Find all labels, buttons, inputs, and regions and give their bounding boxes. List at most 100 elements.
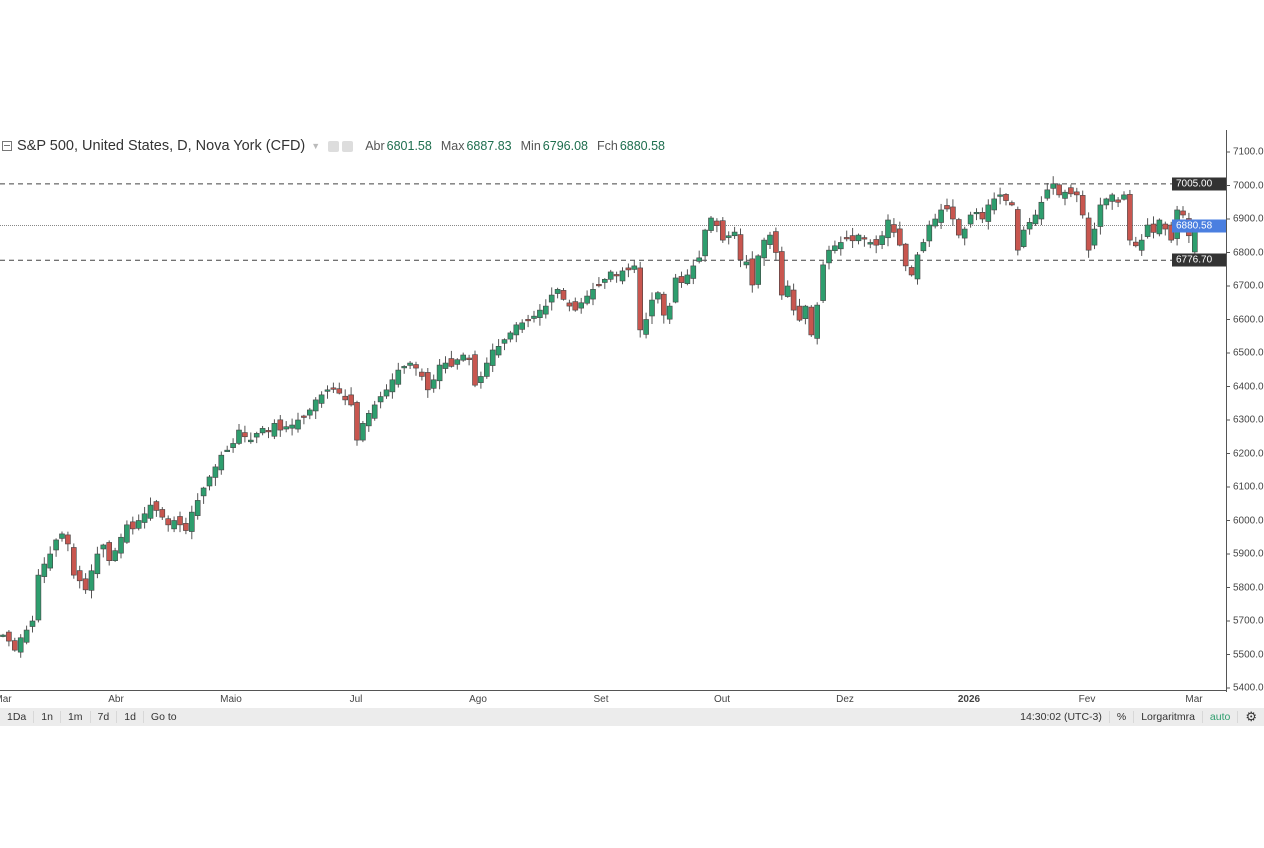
candle — [672, 273, 679, 304]
candle-body-up — [725, 235, 732, 238]
close-label: Fch — [596, 139, 618, 153]
candle-body-up — [360, 423, 366, 441]
candle — [849, 227, 856, 249]
x-tick-label: Fev — [1078, 694, 1096, 705]
candle-body-up — [684, 274, 691, 284]
candle — [997, 187, 1003, 205]
percent-scale-toggle[interactable]: % — [1110, 711, 1135, 723]
range-1m-button[interactable]: 1m — [61, 711, 91, 723]
y-tick-label: 5400.00 — [1233, 682, 1264, 694]
candle-body-up — [436, 364, 443, 382]
candle-body-down — [1162, 223, 1169, 230]
settings-icon[interactable] — [342, 140, 354, 152]
candle-body-up — [88, 570, 95, 591]
candle-body-up — [1044, 189, 1051, 199]
candle — [902, 242, 909, 272]
candle-body-down — [177, 516, 183, 526]
candle — [336, 382, 343, 395]
candle-body-down — [896, 228, 903, 246]
log-scale-toggle[interactable]: Lorgaritmra — [1134, 711, 1203, 723]
candle — [194, 493, 201, 520]
candle — [578, 297, 585, 314]
candle-body-up — [112, 550, 118, 562]
candle-body-up — [59, 533, 65, 539]
range-1d-button[interactable]: 1Da — [0, 711, 35, 723]
candle-body-up — [430, 379, 437, 389]
candle-body-down — [572, 301, 579, 311]
candle-body-up — [289, 424, 295, 429]
candle — [153, 499, 160, 517]
candle-body-up — [118, 536, 124, 554]
candle — [843, 230, 850, 242]
candle-body-up — [832, 245, 838, 251]
candle — [525, 314, 531, 328]
collapse-legend-icon[interactable] — [2, 141, 12, 151]
candle-body-down — [861, 237, 868, 240]
candle — [377, 391, 384, 409]
candle — [1180, 206, 1186, 219]
candle — [324, 385, 331, 399]
candle-body-down — [678, 276, 685, 283]
resistance-price-tag: 7005.00 — [1172, 177, 1226, 191]
candle-body-down — [1150, 223, 1157, 233]
candle — [365, 410, 372, 432]
candle-body-up — [318, 394, 325, 404]
candle — [542, 299, 549, 319]
range-1y-button[interactable]: 1n — [34, 711, 61, 723]
candle-body-up — [578, 302, 585, 309]
auto-scale-toggle[interactable]: auto — [1203, 711, 1239, 723]
candle — [826, 245, 832, 270]
candle-body-down — [130, 521, 136, 530]
candle-body-up — [389, 379, 396, 393]
candle — [342, 389, 349, 406]
symbol-title[interactable]: S&P 500, United States, D, Nova York (CF… — [17, 138, 306, 154]
goto-button[interactable]: Go to — [150, 711, 177, 723]
candle-body-up — [1050, 183, 1056, 189]
candle-body-down — [330, 387, 337, 390]
candle — [212, 464, 219, 486]
x-tick-label: Out — [713, 694, 731, 705]
y-tick-label: 6800.00 — [1233, 247, 1264, 258]
high-label: Max — [440, 139, 465, 153]
visibility-icon[interactable] — [328, 140, 340, 152]
x-tick-label: Abr — [108, 694, 124, 705]
candle-body-up — [997, 194, 1003, 197]
clock-timezone[interactable]: 14:30:02 (UTC-3) — [1013, 711, 1110, 723]
chevron-down-icon[interactable]: ▼ — [311, 141, 321, 151]
range-7d-button[interactable]: 7d — [91, 711, 118, 723]
candle-body-up — [542, 305, 549, 315]
candle-body-up — [212, 466, 219, 478]
candle — [572, 297, 579, 312]
candle-body-up — [879, 235, 885, 245]
candle-body-up — [295, 419, 301, 430]
candle-body-down — [714, 220, 720, 226]
candle — [495, 339, 502, 358]
candle-body-up — [554, 289, 561, 294]
candle — [1032, 209, 1039, 226]
candle — [719, 217, 726, 243]
range-1day-button[interactable]: 1d — [117, 711, 144, 723]
candle-body-up — [820, 264, 826, 301]
candle — [643, 312, 649, 339]
candle-body-down — [955, 219, 962, 236]
candle — [655, 291, 661, 304]
candle — [436, 359, 443, 390]
candle-body-down — [908, 267, 915, 276]
candle — [112, 547, 118, 562]
candle-body-up — [601, 278, 608, 283]
candle-body-up — [383, 389, 390, 397]
candle-body-down — [566, 302, 573, 307]
gear-icon[interactable]: ⚙ — [1245, 709, 1257, 724]
low-label: Min — [520, 139, 541, 153]
candle — [1109, 192, 1115, 210]
candle-body-up — [1026, 222, 1033, 230]
candle-body-down — [525, 319, 531, 322]
candle — [265, 427, 272, 439]
candle — [230, 438, 236, 453]
candle — [183, 517, 189, 535]
candle-body-up — [135, 520, 142, 529]
candle — [360, 420, 366, 443]
candle-body-up — [248, 439, 254, 443]
candle-body-up — [802, 305, 809, 319]
